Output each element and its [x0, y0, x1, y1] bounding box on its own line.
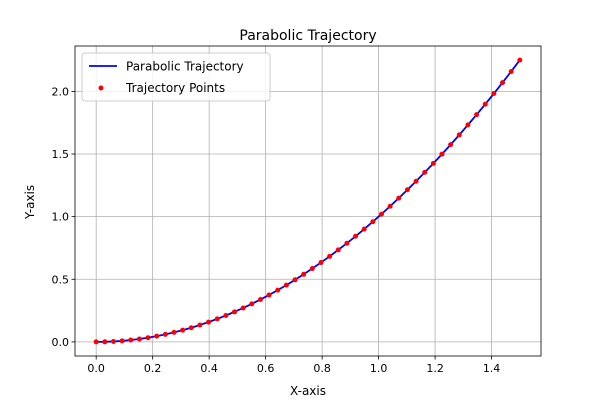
trajectory-point-36	[404, 187, 410, 193]
x-tick-label-6: 1.2	[426, 362, 444, 375]
trajectory-point-41	[448, 142, 454, 148]
x-axis-label: X-axis	[290, 384, 326, 398]
trajectory-point-49	[517, 57, 523, 63]
trajectory-point-28	[335, 247, 341, 253]
legend: Parabolic Trajectory Trajectory Points	[81, 52, 271, 102]
trajectory-point-10	[180, 327, 186, 333]
x-tick-label-1: 0.2	[144, 362, 162, 375]
x-tick-label-0: 0.0	[87, 362, 105, 375]
x-tick-label-2: 0.4	[200, 362, 218, 375]
y-tick-label-1: 0.5	[52, 273, 70, 286]
trajectory-point-11	[188, 325, 194, 331]
trajectory-point-30	[353, 233, 359, 239]
trajectory-point-13	[206, 319, 212, 325]
plot-frame	[74, 45, 542, 357]
trajectory-point-42	[456, 132, 462, 138]
trajectory-point-43	[465, 122, 471, 128]
x-tick-label-7: 1.4	[483, 362, 501, 375]
y-tick-label-2: 1.0	[52, 211, 70, 224]
trajectory-point-39	[430, 160, 436, 166]
ticks-layer: 0.0 0.2 0.4 0.6 0.8 1.0 1.2 1.4 0.0 0.5 1.0 1.5 2.0	[52, 85, 501, 375]
trajectory-point-27	[327, 253, 333, 259]
trajectory-point-37	[413, 178, 419, 184]
legend-marker-swatch	[98, 85, 104, 91]
trajectory-point-40	[439, 151, 445, 157]
trajectory-point-38	[422, 169, 428, 175]
y-tick-label-3: 1.5	[52, 148, 70, 161]
trajectory-point-32	[370, 219, 376, 225]
legend-label-trajectory: Parabolic Trajectory	[126, 60, 244, 74]
x-tick-label-4: 0.8	[313, 362, 331, 375]
series-layer	[93, 57, 523, 345]
x-tick-label-3: 0.6	[257, 362, 275, 375]
trajectory-point-29	[344, 240, 350, 246]
trajectory-point-20	[266, 292, 272, 298]
trajectory-point-46	[491, 91, 497, 97]
y-axis-label: Y-axis	[23, 185, 37, 220]
trajectory-point-31	[361, 226, 367, 232]
trajectory-point-16	[232, 309, 238, 315]
trajectory-point-33	[378, 211, 384, 217]
trajectory-point-4	[128, 337, 134, 343]
trajectory-point-6	[145, 335, 151, 341]
trajectory-point-0	[93, 339, 99, 345]
trajectory-point-2	[110, 338, 116, 344]
trajectory-point-22	[283, 282, 289, 288]
axes-layer	[74, 45, 542, 357]
trajectory-point-18	[249, 301, 255, 307]
trajectory-point-24	[301, 271, 307, 277]
trajectory-point-45	[482, 101, 488, 107]
trajectory-point-44	[474, 112, 480, 118]
trajectory-point-8	[162, 331, 168, 337]
x-tick-label-5: 1.0	[370, 362, 388, 375]
trajectory-point-25	[309, 266, 315, 272]
trajectory-point-3	[119, 338, 125, 344]
y-tick-label-4: 2.0	[52, 85, 70, 98]
trajectory-point-17	[240, 305, 246, 311]
trajectory-point-48	[508, 68, 514, 74]
trajectory-point-7	[154, 333, 160, 339]
trajectory-point-12	[197, 322, 203, 328]
trajectory-point-21	[275, 287, 281, 293]
trajectory-point-34	[387, 203, 393, 209]
trajectory-point-5	[136, 336, 142, 342]
trajectory-point-1	[102, 339, 108, 345]
chart-title: Parabolic Trajectory	[239, 28, 376, 44]
trajectory-point-35	[396, 195, 402, 201]
trajectory-point-23	[292, 277, 298, 283]
trajectory-point-26	[318, 260, 324, 266]
y-tick-label-0: 0.0	[52, 336, 70, 349]
trajectory-point-14	[214, 316, 220, 322]
legend-label-points: Trajectory Points	[125, 81, 225, 95]
trajectory-point-15	[223, 312, 229, 318]
trajectory-point-9	[171, 329, 177, 335]
trajectory-point-47	[500, 80, 506, 86]
trajectory-point-19	[257, 297, 263, 303]
legend-box	[81, 52, 271, 102]
